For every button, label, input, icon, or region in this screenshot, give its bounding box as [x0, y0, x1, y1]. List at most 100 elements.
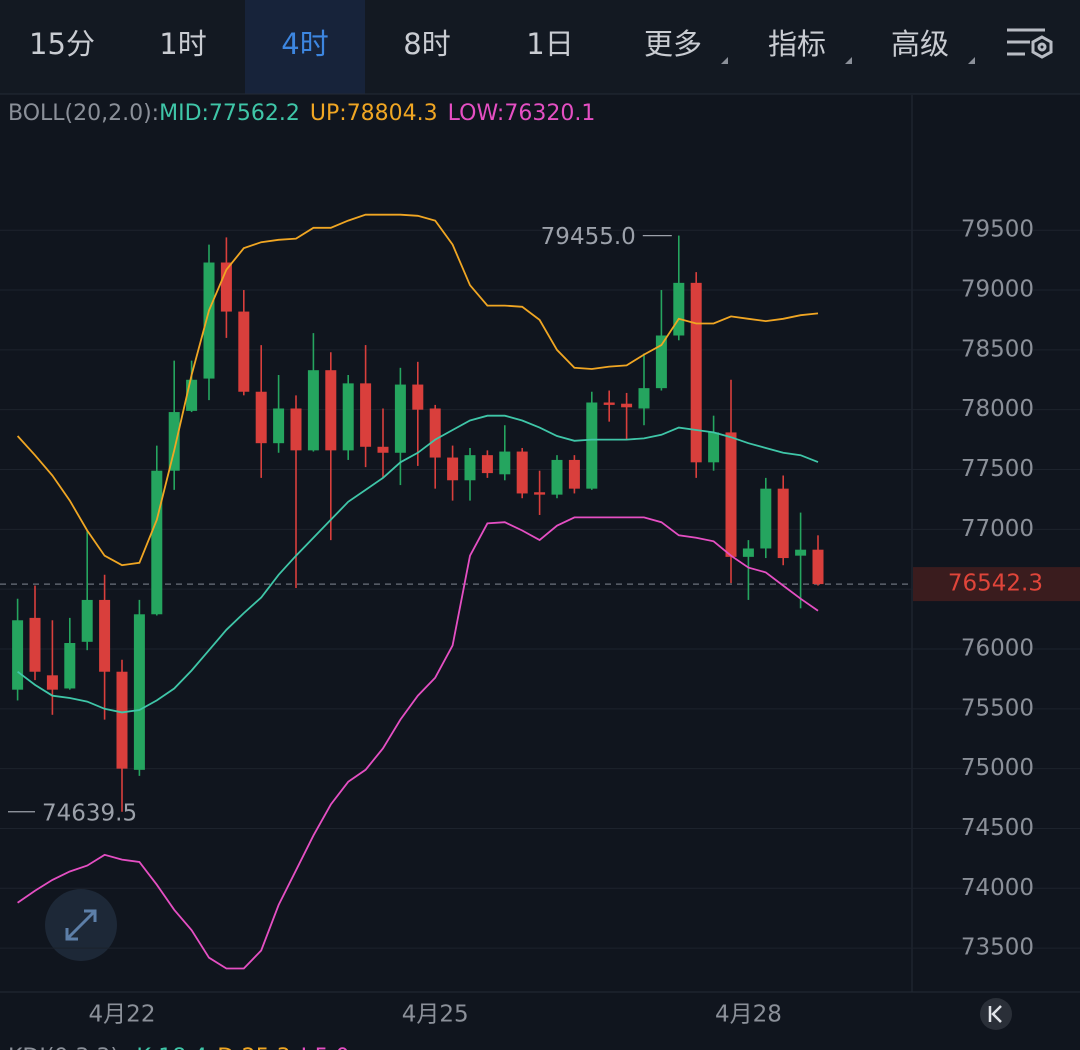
indicator-name: BOLL(20,2.0):: [8, 101, 159, 126]
candle-body: [377, 446, 389, 453]
x-tick-label: 4月25: [402, 1002, 469, 1028]
legend-name: LOW:: [448, 101, 505, 126]
y-tick-label: 78000: [961, 396, 1034, 422]
candle-body: [690, 282, 702, 463]
candle-body: [255, 391, 267, 444]
tab[interactable]: 指标: [768, 27, 826, 61]
candle-body: [603, 402, 615, 405]
candle-body: [568, 459, 580, 489]
candle-body: [186, 379, 198, 411]
candle-body: [447, 457, 459, 481]
candle-body: [638, 388, 650, 409]
y-tick-label: 79500: [961, 217, 1034, 243]
kdj-item: D:25.3: [217, 1045, 290, 1050]
dropdown-caret: [968, 57, 975, 64]
y-tick-label: 74000: [961, 875, 1034, 901]
tab[interactable]: 更多: [644, 27, 702, 61]
candle-body: [673, 282, 685, 336]
candle-body: [499, 451, 511, 475]
dropdown-caret: [721, 57, 728, 64]
chart: [0, 229, 1080, 949]
y-tick-label: 75500: [961, 695, 1034, 721]
candle-body: [81, 599, 93, 642]
candle-body: [725, 432, 737, 557]
candle-body: [12, 620, 24, 690]
y-tick-label: 79000: [961, 277, 1034, 303]
y-tick-label: 73500: [961, 935, 1034, 961]
candle-body: [551, 459, 563, 495]
tab[interactable]: 1日: [526, 27, 573, 61]
candle-body: [481, 455, 493, 474]
candle-body: [586, 402, 598, 489]
tab[interactable]: 15分: [29, 27, 95, 61]
icon-dot: [1037, 42, 1047, 52]
dropdown-caret: [845, 57, 852, 64]
icon-hex: [1031, 35, 1053, 59]
expand-icon: [65, 909, 97, 941]
candle-body: [168, 412, 180, 471]
indicator-legend: BOLL(20,2.0):MID:77562.2 UP:78804.3 LOW:76…: [8, 101, 595, 126]
candle-body: [621, 403, 633, 408]
x-tick-label: 4月28: [715, 1002, 782, 1028]
legend-value: 76320.1: [504, 101, 595, 126]
candle-body: [342, 383, 354, 451]
button-icon: [988, 1005, 1002, 1023]
candle-body: [64, 643, 76, 689]
kdj-item: J:5.0: [299, 1045, 350, 1050]
candle-body: [46, 675, 58, 690]
y-tick-label: 75000: [961, 755, 1034, 781]
candle-body: [760, 488, 772, 549]
candle-body: [777, 488, 789, 559]
y-tick-label: 77500: [961, 456, 1034, 482]
kdj-legend: KDJ(9,3,3): K:18.4 D:25.3 J:5.0: [8, 1045, 349, 1050]
candle-body: [203, 262, 215, 379]
tab[interactable]: 1时: [159, 27, 206, 61]
button-circle: [980, 998, 1012, 1030]
tab[interactable]: 高级: [891, 27, 949, 61]
y-tick-label: 78500: [961, 336, 1034, 362]
candle-body: [708, 432, 720, 463]
boll-line: [16, 213, 819, 567]
candle-body: [116, 671, 128, 769]
candle-body: [307, 370, 319, 451]
candle-body: [812, 549, 824, 585]
tab[interactable]: 8时: [403, 27, 450, 61]
candle-body: [290, 408, 302, 451]
y-tick-label: 74500: [961, 815, 1034, 841]
candle-body: [516, 451, 528, 494]
expand-button[interactable]: [45, 889, 117, 961]
high-label: 79455.0: [541, 224, 636, 250]
candle-body: [360, 383, 372, 447]
candle-body: [273, 408, 285, 444]
y-tick-label: 76000: [961, 635, 1034, 661]
candle-body: [412, 384, 424, 410]
kdj-item: K:18.4: [136, 1045, 207, 1050]
candle-body: [795, 549, 807, 556]
legend-value: 78804.3: [347, 101, 438, 126]
candle-body: [394, 384, 406, 453]
candle-body: [655, 335, 667, 389]
x-tick-label: 4月22: [89, 1002, 156, 1028]
y-tick-label: 77000: [961, 516, 1034, 542]
candle-body: [99, 599, 111, 672]
candle-body: [133, 614, 145, 770]
scroll-latest-button[interactable]: [980, 998, 1012, 1030]
legend-name: MID:: [159, 101, 209, 126]
plot: [0, 213, 912, 970]
active-tab-bg: [245, 0, 365, 94]
candle-body: [742, 548, 754, 557]
candle-body: [238, 311, 250, 392]
legend-name: UP:: [310, 101, 347, 126]
candle-body: [325, 370, 337, 451]
candle-body: [464, 455, 476, 481]
settings-icon[interactable]: [1007, 28, 1053, 59]
kdj-name: KDJ(9,3,3):: [8, 1045, 126, 1050]
low-label: 74639.5: [42, 800, 137, 826]
current-price-label: 76542.3: [948, 571, 1043, 597]
legend-value: 77562.2: [209, 101, 300, 126]
candle-body: [429, 408, 441, 458]
tab[interactable]: 4时: [281, 27, 328, 61]
